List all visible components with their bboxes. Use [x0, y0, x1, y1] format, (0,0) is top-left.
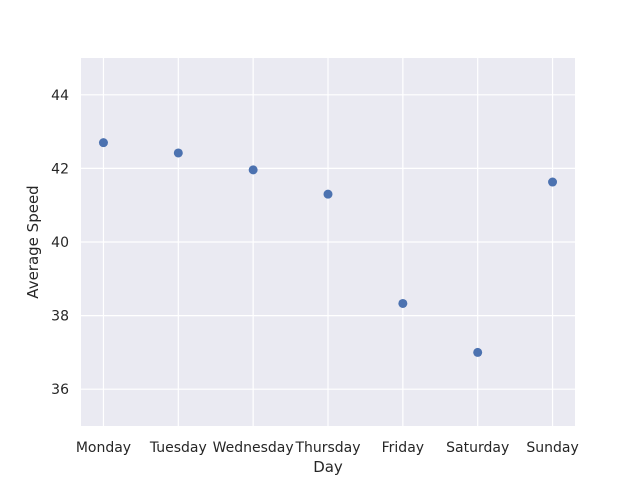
data-point — [398, 298, 408, 308]
data-points — [98, 138, 558, 357]
x-axis-label: Day — [313, 458, 343, 476]
y-gridlines — [81, 94, 575, 390]
y-tick-label: 36 — [51, 382, 69, 398]
x-tick-label: Saturday — [446, 440, 509, 456]
x-tick-label: Sunday — [526, 440, 578, 456]
y-tick-label: 44 — [51, 88, 69, 104]
x-tick-label: Wednesday — [213, 440, 294, 456]
data-point — [248, 165, 258, 175]
x-tick-label: Friday — [382, 440, 424, 456]
data-point — [548, 177, 558, 187]
y-tick-label: 38 — [51, 309, 69, 325]
y-axis-label: Average Speed — [24, 185, 42, 298]
y-tick-label: 40 — [51, 235, 69, 251]
data-point — [98, 138, 108, 148]
data-point — [173, 148, 183, 158]
x-tick-labels: Monday Tuesday Wednesday Thursday Friday Satu… — [76, 440, 579, 456]
y-tick-labels: 36 38 40 42 44 — [51, 88, 69, 398]
data-point — [473, 347, 483, 357]
y-tick-label: 42 — [51, 161, 69, 177]
data-point — [323, 189, 333, 199]
x-tick-label: Tuesday — [149, 440, 207, 456]
x-tick-label: Thursday — [294, 440, 360, 456]
x-tick-label: Monday — [76, 440, 131, 456]
